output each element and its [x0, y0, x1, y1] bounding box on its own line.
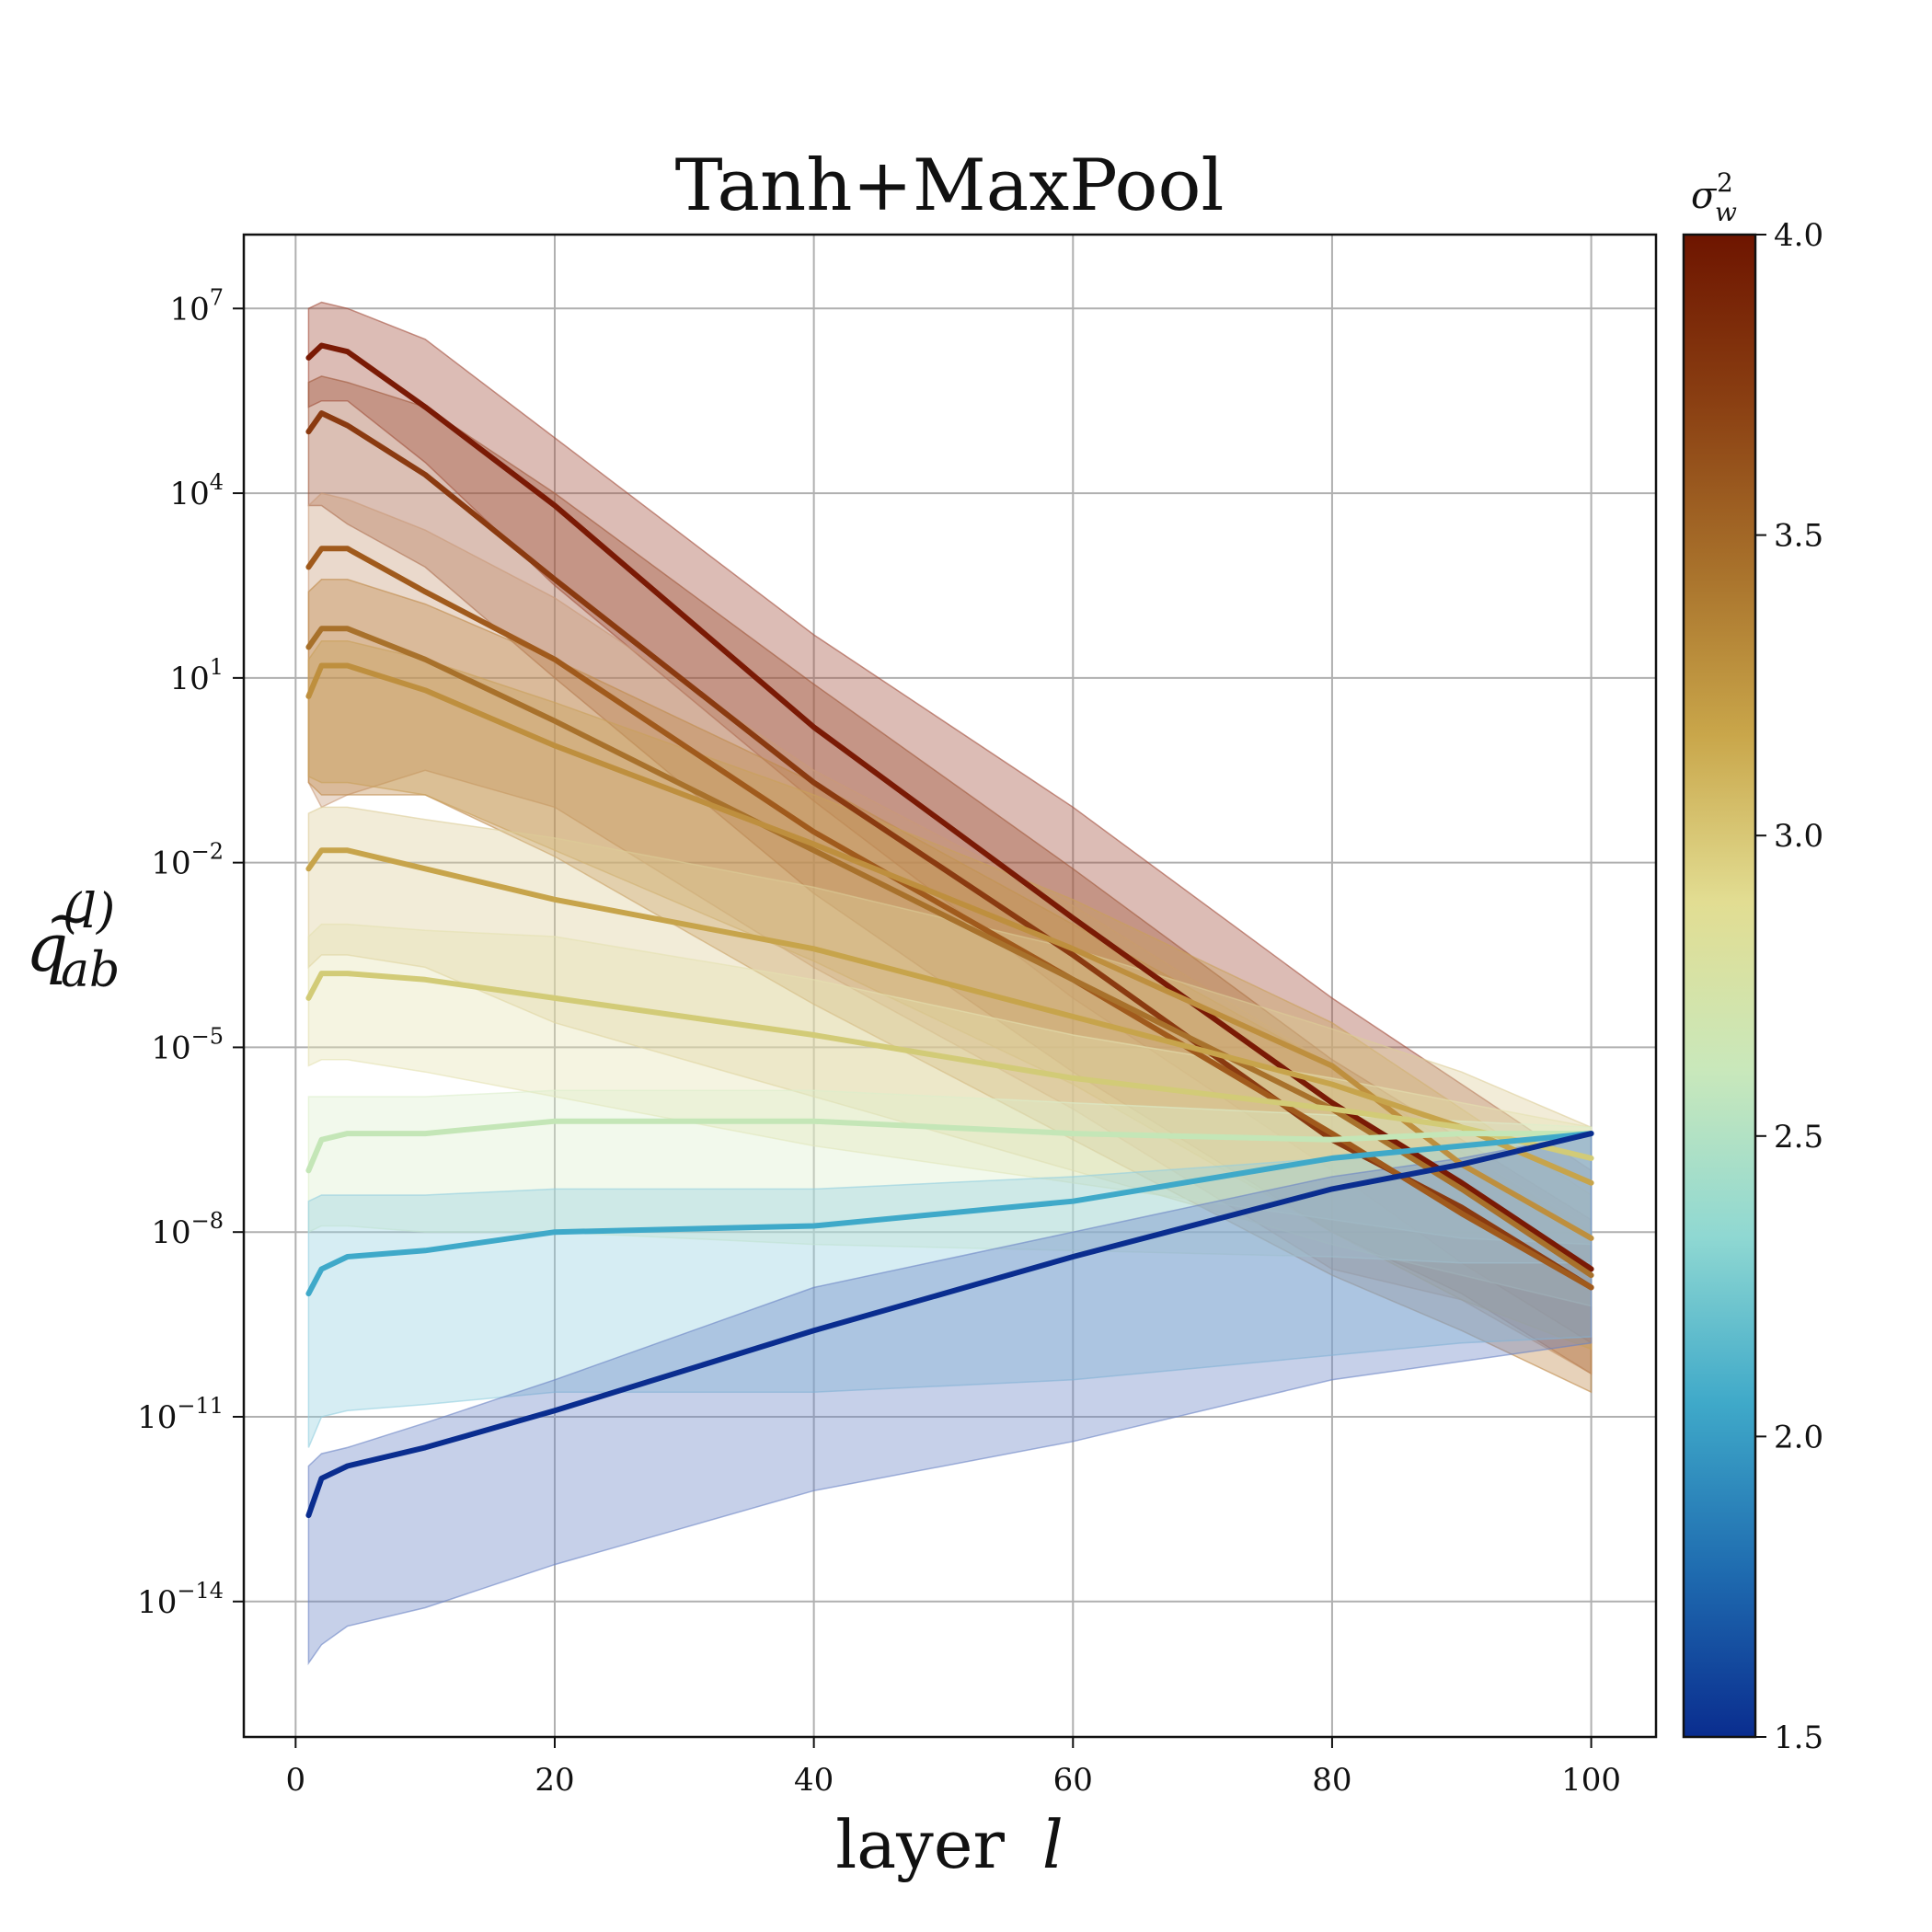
colorbar-label-base: σ [1691, 175, 1718, 217]
y-tick-label: 10−8 [151, 1208, 224, 1251]
colorbar-tick-label: 3.5 [1774, 518, 1823, 555]
colorbar-label-sub: w [1715, 197, 1737, 227]
y-axis-label-base: q [26, 909, 68, 986]
band-sigma-1.5 [307, 1133, 1593, 1666]
x-tick-label: 100 [1561, 1762, 1621, 1799]
colorbar-tick-label: 3.0 [1774, 818, 1823, 855]
line-layer [305, 342, 1594, 1519]
mean-line-sigma-2.5 [305, 971, 1594, 1161]
band-sigma-3 [307, 639, 1593, 1351]
mean-line-sigma-3.2 [305, 626, 1594, 1279]
chart-title: Tanh+MaxPool [675, 144, 1225, 227]
x-tick-label: 40 [794, 1762, 834, 1799]
colorbar-tick-label: 4.0 [1774, 217, 1823, 254]
colorbar-tick-label: 2.0 [1774, 1419, 1823, 1455]
mean-line-sigma-3 [305, 662, 1594, 1241]
x-axis-label-text: layer [835, 1806, 1005, 1883]
y-tick-label: 107 [169, 284, 224, 328]
mean-line-sigma-2.2 [305, 1118, 1594, 1174]
mean-line-sigma-4 [305, 342, 1594, 1272]
x-tick-label: 80 [1312, 1762, 1351, 1799]
y-tick-label: 10−14 [137, 1578, 224, 1621]
x-axis-label-var: l [1042, 1806, 1064, 1883]
y-tick-label: 10−11 [137, 1393, 224, 1436]
plot-frame [242, 233, 1658, 1739]
mean-line-sigma-2.7 [305, 847, 1594, 1186]
y-tick-label: 10−5 [151, 1023, 224, 1066]
colorbar-label: σ w 2 [1691, 167, 1737, 227]
x-axis-label: layer l [835, 1806, 1064, 1883]
colorbar-tick-label: 1.5 [1774, 1719, 1823, 1756]
colorbar-ticks: 1.5 2.0 2.5 3.0 3.5 4.0 [1755, 217, 1823, 1756]
x-tick-label: 60 [1053, 1762, 1093, 1799]
y-axis-label: ~ q ab (l) [26, 884, 120, 998]
colorbar [1682, 233, 1757, 1739]
y-axis-label-tilde: ~ [46, 886, 92, 950]
y-axis-ticks: 107 104 101 10−2 10−5 10−8 10−11 10−14 [137, 284, 244, 1621]
mean-line-sigma-3.4 [305, 546, 1594, 1291]
y-axis-label-sup: (l) [63, 884, 115, 939]
y-axis-label-sub: ab [61, 943, 120, 998]
colorbar-tick-label: 2.5 [1774, 1119, 1823, 1156]
x-axis-ticks: 0 20 40 60 80 100 [286, 1737, 1621, 1799]
y-tick-label: 10−2 [151, 839, 224, 882]
colorbar-label-sup: 2 [1717, 167, 1733, 198]
x-tick-label: 0 [286, 1762, 306, 1799]
y-tick-label: 101 [169, 654, 224, 697]
y-tick-label: 104 [169, 469, 224, 512]
mean-line-sigma-1.5 [305, 1131, 1594, 1519]
x-tick-label: 20 [535, 1762, 574, 1799]
mean-line-sigma-1.8 [305, 1131, 1594, 1297]
